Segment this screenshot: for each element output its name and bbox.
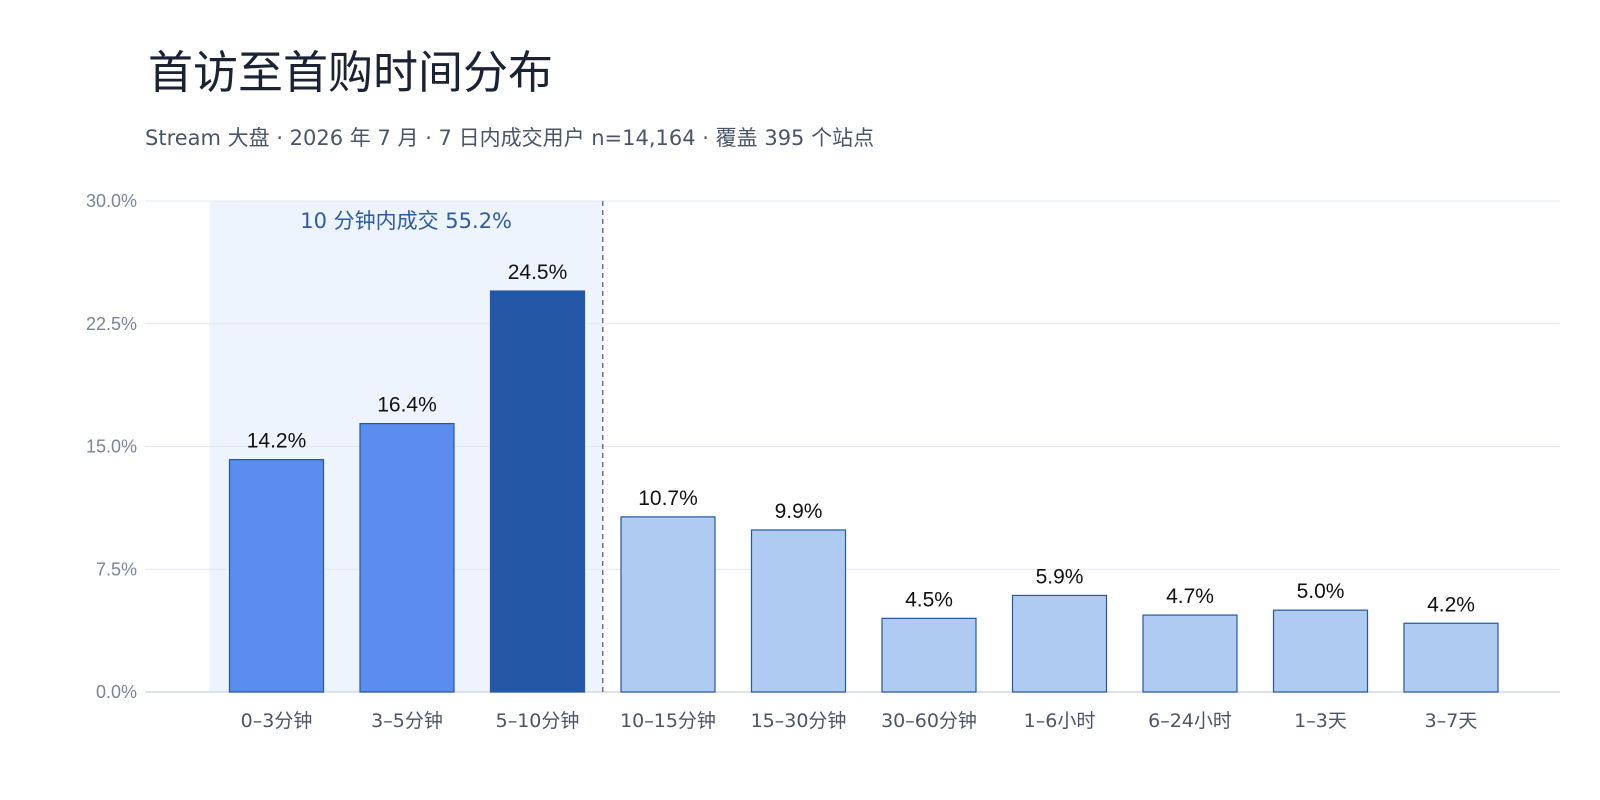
x-tick-label: 15–30分钟 (751, 710, 847, 732)
bar-value-label: 5.0% (1297, 580, 1345, 603)
bar (228, 458, 325, 693)
bar-value-label: 16.4% (377, 394, 437, 417)
chart-subtitle: Stream 大盘 · 2026 年 7 月 · 7 日内成交用户 n=14,1… (145, 126, 875, 150)
bar-value-label: 24.5% (508, 261, 568, 284)
x-tick-label: 1–6小时 (1024, 710, 1096, 732)
y-tick-label: 15.0% (86, 437, 137, 457)
bar (1403, 622, 1499, 693)
bar (881, 617, 977, 693)
highlight-annotation: 10 分钟内成交 55.2% (300, 209, 512, 233)
x-tick-label: 30–60分钟 (881, 710, 977, 732)
bar (750, 529, 847, 693)
bar-value-label: 4.2% (1427, 593, 1475, 616)
bar-value-label: 4.7% (1166, 585, 1214, 608)
y-tick-label: 0.0% (96, 682, 137, 702)
chart-title: 首访至首购时间分布 (148, 46, 554, 99)
x-tick-label: 5–10分钟 (496, 710, 580, 732)
bar (489, 290, 586, 693)
y-tick-label: 7.5% (96, 559, 137, 579)
bar-value-label: 4.5% (905, 588, 953, 611)
bar (1011, 594, 1108, 693)
bar (1142, 614, 1238, 693)
y-tick-label: 22.5% (86, 314, 137, 334)
x-tick-label: 0–3分钟 (241, 710, 313, 732)
x-tick-label: 3–7天 (1425, 710, 1478, 732)
bar-value-label: 10.7% (638, 487, 698, 510)
bar-value-label: 9.9% (775, 500, 823, 523)
bar (359, 422, 455, 693)
x-tick-label: 1–3天 (1294, 710, 1347, 732)
bar (1272, 609, 1369, 693)
bar-value-label: 14.2% (247, 430, 307, 453)
y-tick-label: 30.0% (86, 191, 137, 211)
x-tick-label: 3–5分钟 (371, 710, 443, 732)
x-tick-label: 10–15分钟 (620, 710, 716, 732)
bar (620, 516, 716, 693)
bar-value-label: 5.9% (1036, 565, 1084, 588)
x-tick-label: 6–24小时 (1148, 710, 1232, 732)
